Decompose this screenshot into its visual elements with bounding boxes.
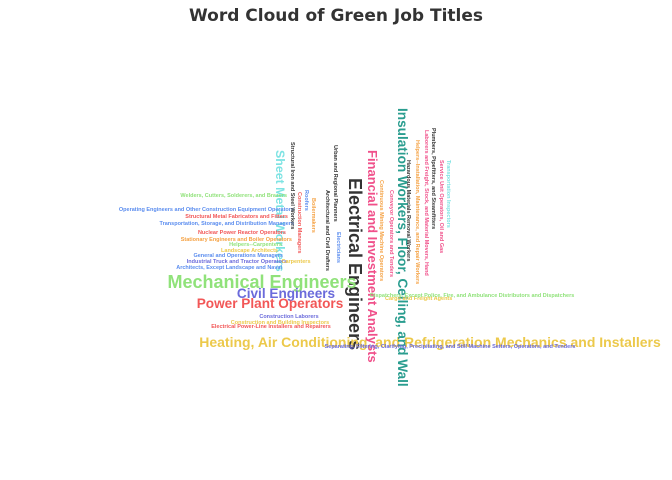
word-construction-and-building-inspectors: Construction and Building Inspectors [231,320,329,326]
word-separating-filtering-clarifying-precipitating-and-still-machine-setters-operators-and-tenders: Separating, Filtering, Clarifying, Preci… [325,344,576,350]
word-sheet-metal-workers: Sheet Metal Workers [273,150,287,272]
word-boilermakers: Boilermakers [310,198,316,233]
word-landscape-architects: Landscape Architects [221,248,278,254]
word-stationary-engineers-and-boiler-operators: Stationary Engineers and Boiler Operator… [181,237,292,243]
word-general-and-operations-managers: General and Operations Managers [193,253,283,259]
word-civil-engineers: Civil Engineers [237,286,335,301]
word-operating-engineers-and-other-construction-equipment-operators: Operating Engineers and Other Constructi… [119,207,294,213]
word-urban-and-regional-planners: Urban and Regional Planners [332,145,338,222]
word-conveyor-operators-and-tenders: Conveyor Operators and Tenders [388,190,394,277]
word-continuous-mining-machine-operators: Continuous Mining Machine Operators [378,180,384,281]
word-electricians: Electricians [335,232,341,263]
word-service-unit-operators-oil-and-gas: Service Unit Operators, Oil and Gas [438,160,444,253]
word-industrial-truck-and-tractor-operators: Industrial Truck and Tractor Operators [187,259,287,265]
word-transportation-inspectors: Transportation Inspectors [445,160,451,228]
word-dispatchers-except-police-fire-and-ambulance-distributors-and-dispatchers: Dispatchers, Except Police, Fire, and Am… [370,293,574,299]
word-structural-iron-and-steel-workers: Structural Iron and Steel Workers [289,142,295,229]
word-helpers-carpenters: Helpers--Carpenters [229,242,282,248]
word-structural-metal-fabricators-and-fitters: Structural Metal Fabricators and Fitters [185,214,288,220]
word-plumbers-pipefitters-and-steamfitters: Plumbers, Pipefitters, and Steamfitters [430,128,436,229]
word-laborers-and-freight-stock-and-material-movers-hand: Laborers and Freight, Stock, and Materia… [423,130,429,276]
word-insulation-workers-floor-ceiling-and-wall: Insulation Workers, Floor, Ceiling, and … [395,108,410,387]
word-transportation-storage-and-distribution-managers: Transportation, Storage, and Distributio… [160,221,294,227]
word-architectural-and-civil-drafters: Architectural and Civil Drafters [324,190,330,271]
word-helpers-installation-maintenance-and-repair-workers: Helpers--Installation, Maintenance, and … [414,140,420,284]
word-nuclear-power-reactor-operators: Nuclear Power Reactor Operators [198,230,286,236]
word-cargo-and-freight-agents: Cargo and Freight Agents [385,296,452,302]
word-hazardous-materials-removal-workers: Hazardous Materials Removal Workers [405,160,411,261]
word-electrical-engineers: Electrical Engineers [345,178,365,350]
word-construction-managers: Construction Managers [296,192,302,253]
word-heating-air-conditioning-and-refrigeration-mechanics-and-installers: Heating, Air Conditioning, and Refrigera… [199,334,661,350]
word-architects-except-landscape-and-naval: Architects, Except Landscape and Naval [176,265,282,271]
word-construction-laborers: Construction Laborers [259,314,318,320]
word-electrical-power-line-installers-and-repairers: Electrical Power-Line Installers and Rep… [211,324,331,330]
word-welders-cutters-solderers-and-brazers: Welders, Cutters, Solderers, and Brazers [180,193,287,199]
chart-title: Word Cloud of Green Job Titles [189,6,483,26]
word-power-plant-operators: Power Plant Operators [197,296,344,311]
word-carpenters: Carpenters [281,259,310,265]
word-financial-and-investment-analysts: Financial and Investment Analysts [365,150,380,363]
word-mechanical-engineers: Mechanical Engineers [167,272,356,292]
word-roofers: Roofers [303,190,309,211]
